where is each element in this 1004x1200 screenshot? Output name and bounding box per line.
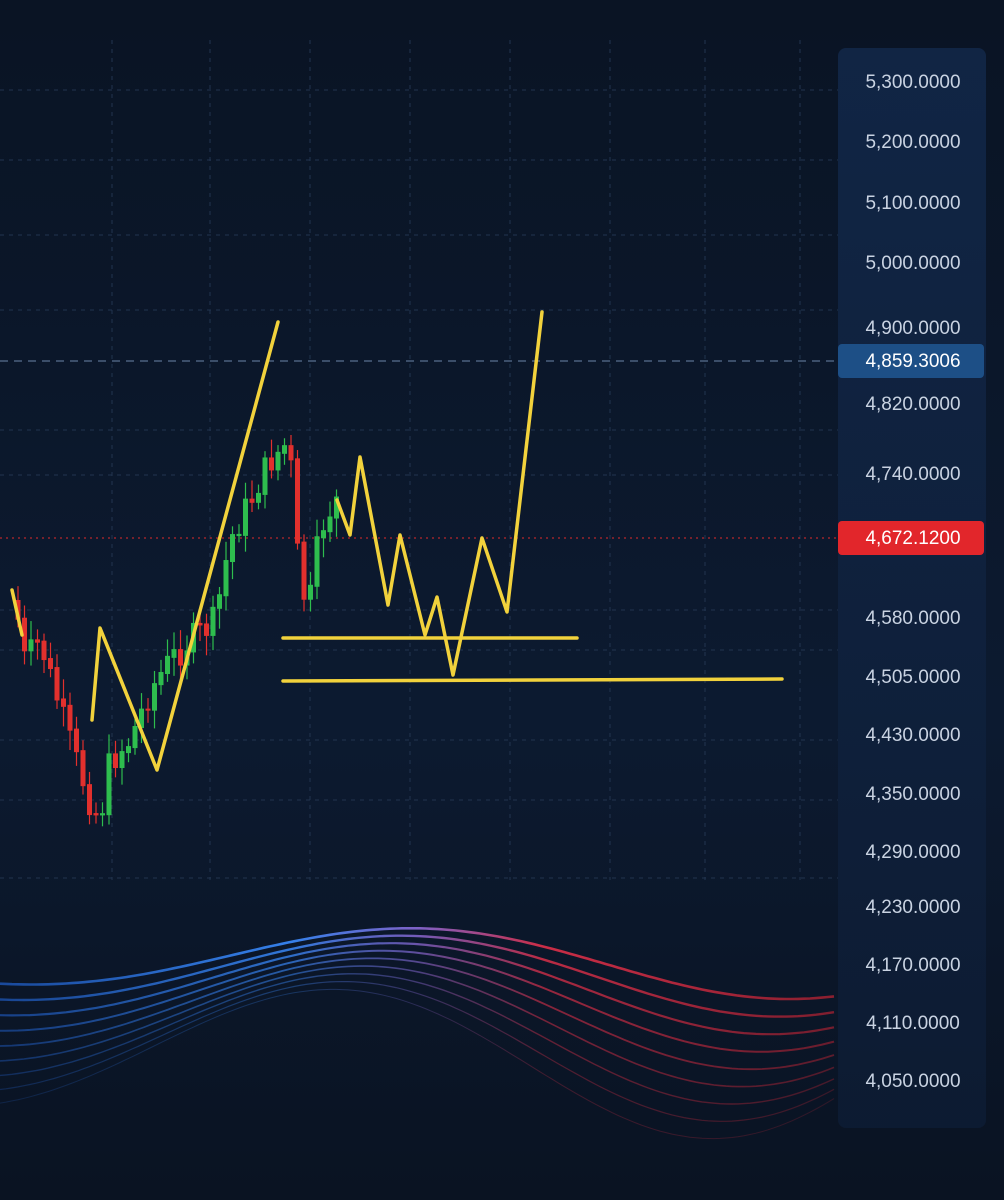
price-label: 4,290.0000 [865,842,960,863]
candle-body [132,726,138,749]
wave [0,965,835,1088]
candle-body [145,708,151,711]
candle-body [178,649,183,666]
candle-body [197,622,203,626]
wave [0,957,835,1071]
price-label: 5,100.0000 [865,193,960,214]
price-label: 4,430.0000 [865,725,960,746]
candle-body [282,445,287,454]
candle-body [334,496,339,519]
candle-body [139,708,144,729]
candle-body [243,498,248,536]
candle-body [126,746,131,754]
candle-body [210,606,216,636]
last-price-tag [838,344,984,378]
candle-body [223,560,229,597]
price-label: 4,350.0000 [865,784,960,805]
candle-body [22,617,27,652]
candle-body [230,534,235,563]
candle-body [93,813,99,816]
candle-body [87,784,92,816]
candle-body [288,445,294,461]
candle-body [249,498,255,503]
candle-body [54,667,60,701]
wave [0,949,835,1053]
candle-body [152,683,157,711]
candle-body [119,751,125,769]
candle-body [80,750,86,787]
candle-body [327,516,333,533]
candle-body [61,698,66,707]
candle-body [165,655,170,675]
drawings [10,310,784,772]
candle-body [67,704,73,731]
wave [0,973,835,1105]
price-label: 4,740.0000 [865,464,960,485]
candle-body [74,728,79,753]
price-label: 5,200.0000 [865,132,960,153]
price-axis: 5,300.0000 5,200.0000 5,100.0000 5,000.0000… [865,72,960,1092]
price-label: 5,000.0000 [865,253,960,274]
candle-body [321,530,326,539]
price-label: 4,170.0000 [865,955,960,976]
wave [0,981,835,1122]
zigzag [335,310,544,677]
candle-body [113,753,118,769]
candle-body [48,658,53,670]
candle-body [236,533,242,537]
candle-body [35,639,40,643]
trend-line [10,588,24,637]
candle-body [204,623,209,636]
current-price-tag [838,521,984,555]
candle-body [314,536,320,587]
candle-body [295,458,300,544]
support-line [281,677,784,683]
candle-body [106,753,112,816]
wave [0,934,835,1018]
last-price-label: 4,859.3006 [865,351,960,372]
candle-body [41,640,47,661]
candle-body [269,457,274,471]
price-label: 4,050.0000 [865,1071,960,1092]
price-label: 4,900.0000 [865,318,960,339]
wave [0,942,835,1036]
candle-body [262,457,268,495]
wave [0,988,835,1140]
price-label: 4,110.0000 [866,1013,960,1034]
price-label: 4,230.0000 [865,897,960,918]
zigzag [90,320,280,772]
price-label: 4,505.0000 [865,667,960,688]
price-label: 5,300.0000 [865,72,960,93]
indicator-waves [0,927,835,1140]
candle-body [100,813,105,816]
candle-body [301,541,307,600]
candle-body [256,492,261,503]
candle-body [158,672,164,686]
candle-body [275,451,281,471]
candle-body [308,584,313,600]
price-label: 4,580.0000 [865,608,960,629]
candle-body [171,649,177,658]
candle-body [217,594,222,609]
current-price-label: 4,672.1200 [865,528,960,549]
price-label: 4,820.0000 [865,394,960,415]
wave [0,927,835,1001]
candle-body [28,639,34,652]
price-axis-panel [838,48,986,1128]
